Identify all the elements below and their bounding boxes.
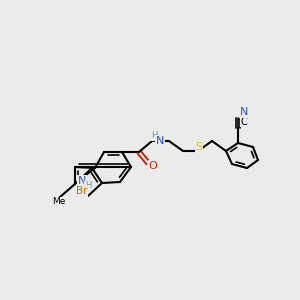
- Text: N: N: [156, 136, 164, 146]
- Text: Me: Me: [52, 197, 66, 206]
- Text: Br: Br: [76, 186, 88, 196]
- Text: N: N: [240, 107, 248, 117]
- Text: S: S: [195, 142, 203, 152]
- Text: C: C: [241, 117, 248, 127]
- Text: O: O: [148, 161, 158, 171]
- Text: H: H: [151, 131, 157, 140]
- Text: N: N: [78, 176, 86, 186]
- Text: H: H: [85, 182, 91, 190]
